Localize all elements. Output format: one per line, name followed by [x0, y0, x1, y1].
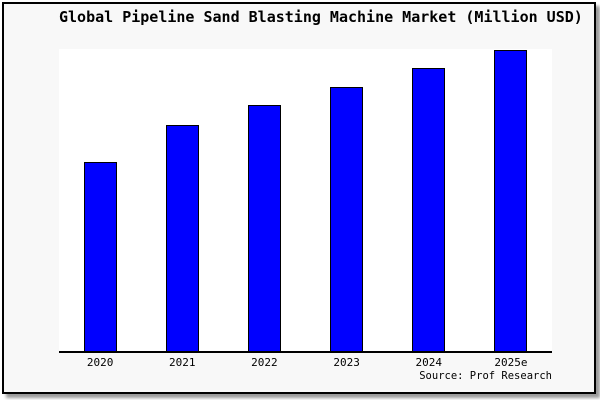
- chart-title: Global Pipeline Sand Blasting Machine Ma…: [59, 8, 583, 26]
- x-tick-label-2022: 2022: [251, 356, 278, 369]
- bar-slot-2024: [388, 49, 470, 351]
- chart-card: Global Pipeline Sand Blasting Machine Ma…: [2, 2, 596, 394]
- plot-area: [59, 49, 552, 351]
- bar-2025e: [494, 49, 528, 351]
- bar-2024: [412, 67, 446, 351]
- bar-slot-2023: [306, 49, 388, 351]
- x-tick-label-2021: 2021: [169, 356, 196, 369]
- bar-2020: [83, 161, 117, 351]
- bar-2023: [330, 86, 364, 351]
- x-tick-label-2025e: 2025e: [494, 356, 528, 369]
- bar-slot-2022: [223, 49, 305, 351]
- bar-2022: [247, 105, 281, 351]
- bar-slot-2021: [141, 49, 223, 351]
- x-axis-line: [59, 351, 552, 353]
- x-tick-labels: 2020 2021 2022 2023 2024 2025e: [59, 355, 552, 370]
- x-tick-label-2024: 2024: [415, 356, 443, 369]
- bar-2021: [165, 124, 199, 351]
- bar-slot-2020: [59, 49, 141, 351]
- x-tick-label-2023: 2023: [333, 356, 360, 369]
- x-tick-label-2020: 2020: [86, 356, 114, 369]
- bar-slot-2025e: [470, 49, 552, 351]
- source-credit: Source: Prof Research: [419, 370, 552, 382]
